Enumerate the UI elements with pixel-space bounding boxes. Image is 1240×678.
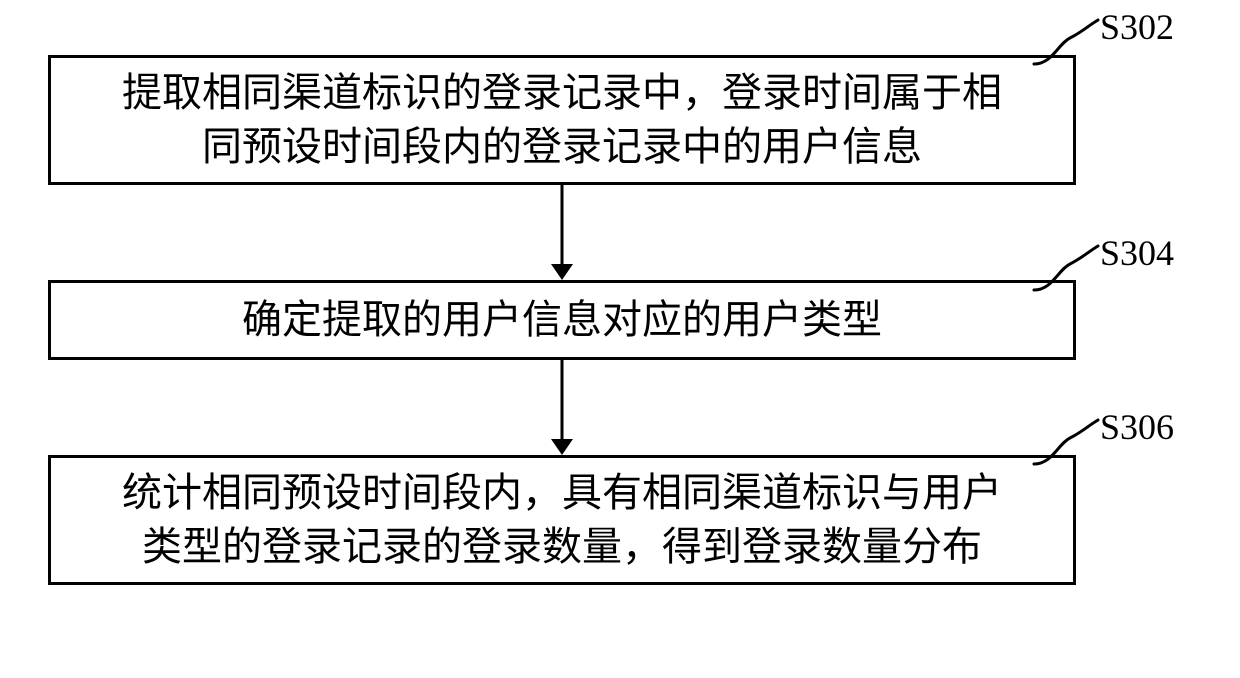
flow-node-text: 提取相同渠道标识的登录记录中，登录时间属于相 同预设时间段内的登录记录中的用户信… [122,66,1002,174]
flow-node-s306: 统计相同预设时间段内，具有相同渠道标识与用户 类型的登录记录的登录数量，得到登录… [48,455,1076,585]
step-tick-s306 [1028,416,1118,476]
flowchart-canvas: 提取相同渠道标识的登录记录中，登录时间属于相 同预设时间段内的登录记录中的用户信… [0,0,1240,678]
flow-arrow-s304-s306 [547,360,577,455]
flow-node-s302: 提取相同渠道标识的登录记录中，登录时间属于相 同预设时间段内的登录记录中的用户信… [48,55,1076,185]
flow-node-text: 确定提取的用户信息对应的用户类型 [242,293,882,347]
flow-arrow-s302-s304 [547,185,577,280]
step-tick-s302 [1028,16,1118,76]
flow-node-s304: 确定提取的用户信息对应的用户类型 [48,280,1076,360]
flow-node-text: 统计相同预设时间段内，具有相同渠道标识与用户 类型的登录记录的登录数量，得到登录… [122,466,1002,574]
step-tick-s304 [1028,242,1118,302]
